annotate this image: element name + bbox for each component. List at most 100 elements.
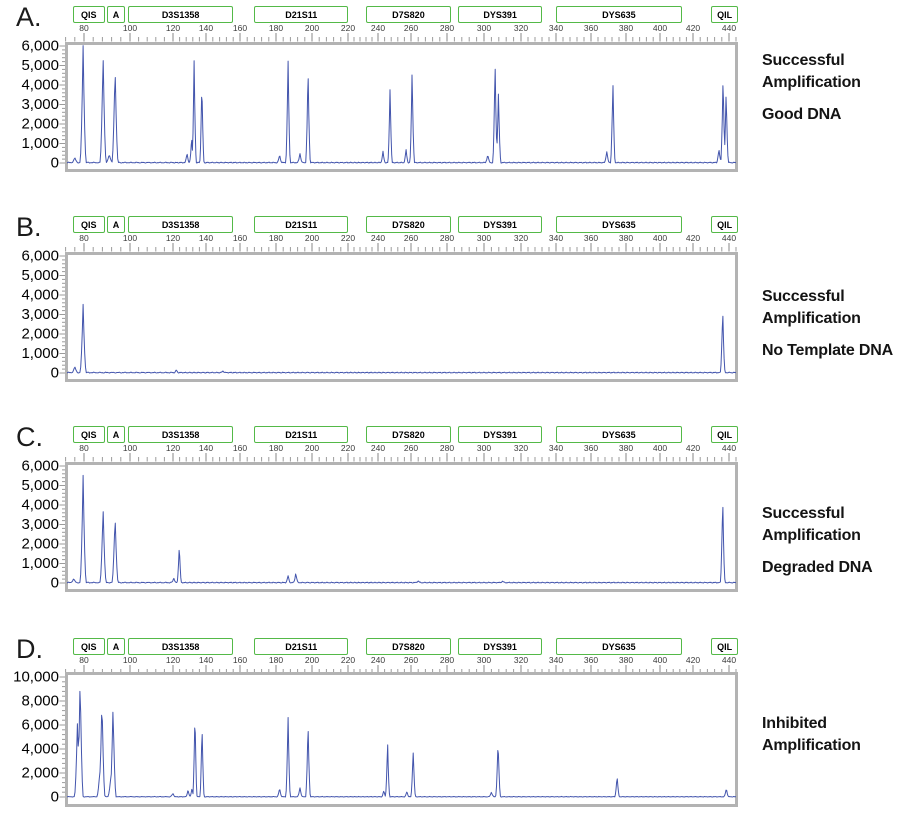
marker-box-d7s820: D7S820 (366, 426, 451, 443)
y-tick-label: 3,000 (21, 96, 59, 113)
caption-emphasis: Good DNA (762, 106, 842, 123)
x-tick-label: 220 (341, 655, 355, 665)
plot-frame (65, 42, 738, 172)
x-tick-label: 440 (722, 655, 736, 665)
y-tick-label: 1,000 (21, 555, 59, 572)
x-tick-label: 160 (233, 23, 247, 33)
x-tick-label: 220 (341, 233, 355, 243)
marker-box-qil: QIL (711, 426, 739, 443)
marker-box-d3s1358: D3S1358 (127, 638, 234, 655)
plot-frame (65, 252, 738, 382)
x-tick-label: 80 (79, 655, 89, 665)
y-tick-label: 3,000 (21, 306, 59, 323)
caption-line: Amplification (762, 527, 861, 544)
x-tick-label: 240 (371, 655, 385, 665)
x-tick-label: 280 (440, 233, 454, 243)
marker-box-qis: QIS (72, 216, 106, 233)
y-tick-label: 1,000 (21, 135, 59, 152)
marker-box-dys635: DYS635 (556, 216, 682, 233)
x-tick-label: 300 (477, 23, 491, 33)
x-tick-label: 360 (584, 443, 598, 453)
x-tick-label: 360 (584, 655, 598, 665)
x-tick-label: 300 (477, 443, 491, 453)
marker-box-qil: QIL (711, 638, 739, 655)
electropherogram-panel-B: B. QIS A D3S1358 D21S11 D7S820 DYS391 DYS635 QIL… (0, 210, 900, 420)
panel-caption: Successful Amplification Degraded DNA (762, 503, 873, 579)
caption-line: Amplification (762, 310, 861, 327)
x-tick-label: 240 (371, 23, 385, 33)
x-tick-label: 280 (440, 23, 454, 33)
y-tick-label: 3,000 (21, 516, 59, 533)
caption-emphasis: Degraded DNA (762, 559, 873, 576)
y-tick-label: 4,000 (21, 287, 59, 304)
marker-box-dys391: DYS391 (458, 426, 543, 443)
x-tick-label: 160 (233, 655, 247, 665)
x-tick-label: 440 (722, 23, 736, 33)
caption-line: Successful (762, 52, 845, 69)
marker-box-d21s11: D21S11 (254, 426, 349, 443)
marker-box-d21s11: D21S11 (254, 6, 349, 23)
x-tick-label: 120 (166, 233, 180, 243)
x-tick-label: 400 (653, 655, 667, 665)
x-tick-label: 340 (549, 443, 563, 453)
marker-box-dys391: DYS391 (458, 6, 543, 23)
electropherogram-panel-D: D. QIS A D3S1358 D21S11 D7S820 DYS391 DYS635 QIL… (0, 632, 900, 828)
x-tick-label: 200 (305, 655, 319, 665)
y-tick-label: 5,000 (21, 267, 59, 284)
x-tick-label: 100 (123, 443, 137, 453)
y-tick-label: 10,000 (13, 669, 59, 686)
x-tick-label: 180 (269, 655, 283, 665)
x-tick-label: 100 (123, 233, 137, 243)
x-tick-label: 420 (686, 233, 700, 243)
marker-box-d3s1358: D3S1358 (127, 216, 234, 233)
marker-box-d21s11: D21S11 (254, 216, 349, 233)
x-tick-label: 80 (79, 23, 89, 33)
x-tick-label: 260 (404, 23, 418, 33)
electropherogram-panel-A: A. QIS A D3S1358 D21S11 D7S820 DYS391 DYS635 QIL… (0, 0, 900, 210)
x-tick-label: 160 (233, 233, 247, 243)
marker-box-a: A (107, 638, 126, 655)
x-tick-label: 260 (404, 233, 418, 243)
x-axis: 80 100 120 140 160 180 200 220 240 260 280 300 320 34… (65, 23, 737, 42)
x-tick-label: 220 (341, 443, 355, 453)
x-tick-label: 300 (477, 233, 491, 243)
marker-box-a: A (107, 6, 126, 23)
x-tick-label: 240 (371, 443, 385, 453)
plot-frame (65, 672, 738, 807)
x-tick-label: 140 (199, 443, 213, 453)
signal-trace (67, 690, 736, 798)
marker-box-qis: QIS (72, 638, 106, 655)
marker-box-qis: QIS (72, 426, 106, 443)
y-axis: 10,000 8,000 6,000 4,000 2,000 0 (13, 669, 65, 806)
y-tick-label: 5,000 (21, 57, 59, 74)
y-tick-label: 2,000 (21, 765, 59, 782)
x-tick-label: 100 (123, 23, 137, 33)
x-tick-label: 380 (619, 443, 633, 453)
y-axis: 6,000 5,000 4,000 3,000 2,000 1,000 0 (21, 38, 65, 172)
signal-trace (67, 45, 736, 164)
caption-line: Amplification (762, 737, 861, 754)
y-tick-label: 6,000 (21, 38, 59, 55)
x-tick-label: 400 (653, 23, 667, 33)
x-tick-label: 340 (549, 23, 563, 33)
y-axis: 6,000 5,000 4,000 3,000 2,000 1,000 0 (21, 248, 65, 382)
x-tick-label: 220 (341, 23, 355, 33)
x-tick-label: 120 (166, 443, 180, 453)
electropherogram-panel-C: C. QIS A D3S1358 D21S11 D7S820 DYS391 DYS635 QIL… (0, 420, 900, 632)
panel-caption: Inhibited Amplification (762, 713, 861, 757)
y-tick-label: 0 (51, 789, 59, 806)
caption-line: Successful (762, 505, 845, 522)
x-tick-label: 180 (269, 23, 283, 33)
x-tick-label: 140 (199, 233, 213, 243)
marker-box-dys635: DYS635 (556, 638, 682, 655)
marker-box-a: A (107, 426, 126, 443)
marker-box-dys391: DYS391 (458, 216, 543, 233)
x-tick-label: 120 (166, 23, 180, 33)
x-tick-label: 280 (440, 655, 454, 665)
panel-letter: B. (16, 212, 42, 242)
x-tick-label: 140 (199, 655, 213, 665)
x-tick-label: 320 (514, 655, 528, 665)
marker-box-dys635: DYS635 (556, 6, 682, 23)
x-tick-label: 340 (549, 233, 563, 243)
caption-line: Successful (762, 288, 845, 305)
